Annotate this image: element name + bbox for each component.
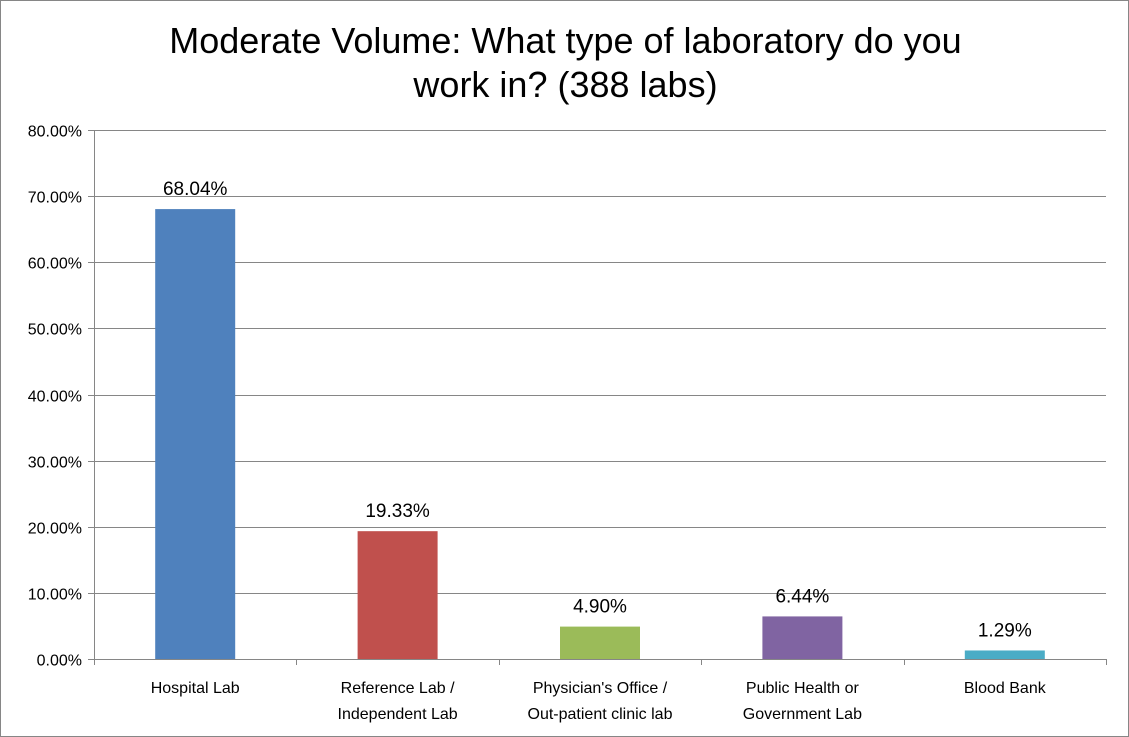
chart-title: Moderate Volume: What type of laboratory… xyxy=(1,19,1128,107)
chart-title-line-2: work in? (388 labs) xyxy=(413,64,718,105)
y-tick-label: 40.00% xyxy=(28,389,82,406)
y-tick-label: 20.00% xyxy=(28,521,82,538)
bar xyxy=(357,531,438,659)
category-label: Government Lab xyxy=(743,706,862,723)
y-tick-label: 70.00% xyxy=(28,190,82,207)
y-tick-label: 30.00% xyxy=(28,455,82,472)
category-label: Physician's Office / xyxy=(533,680,668,697)
category-label: Blood Bank xyxy=(964,680,1047,697)
data-label: 4.90% xyxy=(573,597,627,618)
category-label: Public Health or xyxy=(746,680,860,697)
bar xyxy=(964,650,1045,659)
category-label: Independent Lab xyxy=(338,706,458,723)
chart-title-line-1: Moderate Volume: What type of laboratory… xyxy=(169,20,962,61)
y-tick-label: 60.00% xyxy=(28,256,82,273)
category-label: Out-patient clinic lab xyxy=(528,706,673,723)
data-label: 19.33% xyxy=(365,501,430,522)
category-label: Reference Lab / xyxy=(341,680,455,697)
y-tick-label: 50.00% xyxy=(28,322,82,339)
data-label: 6.44% xyxy=(775,586,829,607)
data-label: 1.29% xyxy=(978,620,1032,641)
bar xyxy=(762,616,843,659)
data-label: 68.04% xyxy=(163,179,228,200)
y-tick-label: 10.00% xyxy=(28,587,82,604)
y-tick-label: 0.00% xyxy=(37,653,82,670)
category-label: Hospital Lab xyxy=(151,680,240,697)
y-tick-label: 80.00% xyxy=(28,124,82,141)
bar xyxy=(155,209,236,659)
bar xyxy=(560,626,640,659)
